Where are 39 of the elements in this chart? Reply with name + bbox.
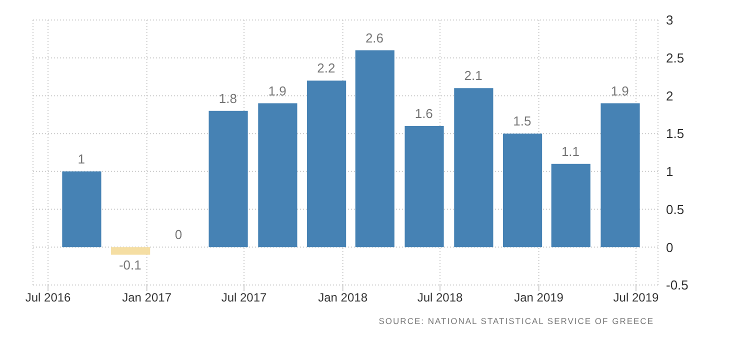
x-tick-label: Jul 2019 — [613, 290, 659, 305]
bar — [208, 110, 248, 248]
x-tick-label: Jan 2017 — [122, 290, 172, 305]
bar — [502, 134, 542, 248]
bar — [111, 247, 150, 255]
y-tick-label: 3 — [666, 12, 674, 28]
x-tick-label: Jul 2017 — [221, 290, 268, 305]
bar — [307, 80, 346, 248]
data-label: 1.1 — [561, 144, 580, 159]
source-note: SOURCE: NATIONAL STATISTICAL SERVICE OF GREECE — [378, 316, 655, 326]
data-label: 2.1 — [464, 68, 482, 84]
data-label: 0 — [174, 227, 182, 242]
bar — [454, 88, 494, 248]
bar — [258, 103, 298, 248]
y-tick-label: -0.5 — [666, 278, 688, 293]
data-label: -0.1 — [118, 258, 142, 273]
data-label: 1.9 — [610, 83, 629, 98]
bar — [551, 164, 590, 248]
data-label: 1.9 — [268, 83, 286, 98]
data-label: 1.8 — [218, 90, 237, 106]
data-label: 1.5 — [513, 114, 532, 129]
y-tick-label: 0 — [666, 240, 674, 255]
x-tick-label: Jan 2018 — [318, 290, 368, 305]
bar — [404, 126, 444, 248]
x-tick-label: Jan 2019 — [514, 290, 564, 305]
x-tick-label: Jul 2018 — [417, 290, 464, 305]
y-tick-label: 1 — [666, 164, 674, 180]
bar — [600, 103, 640, 248]
data-label: 2.2 — [317, 60, 336, 76]
data-label: 1 — [78, 151, 85, 166]
bar — [355, 50, 394, 248]
data-label: 1.6 — [414, 106, 433, 121]
y-tick-label: 2.5 — [666, 50, 684, 66]
y-tick-label: 2 — [666, 88, 674, 104]
x-tick-label: Jul 2016 — [25, 290, 72, 305]
y-tick-label: 0.5 — [666, 202, 684, 217]
bar — [62, 171, 102, 248]
y-tick-label: 1.5 — [666, 126, 684, 142]
data-label: 2.6 — [365, 30, 384, 46]
